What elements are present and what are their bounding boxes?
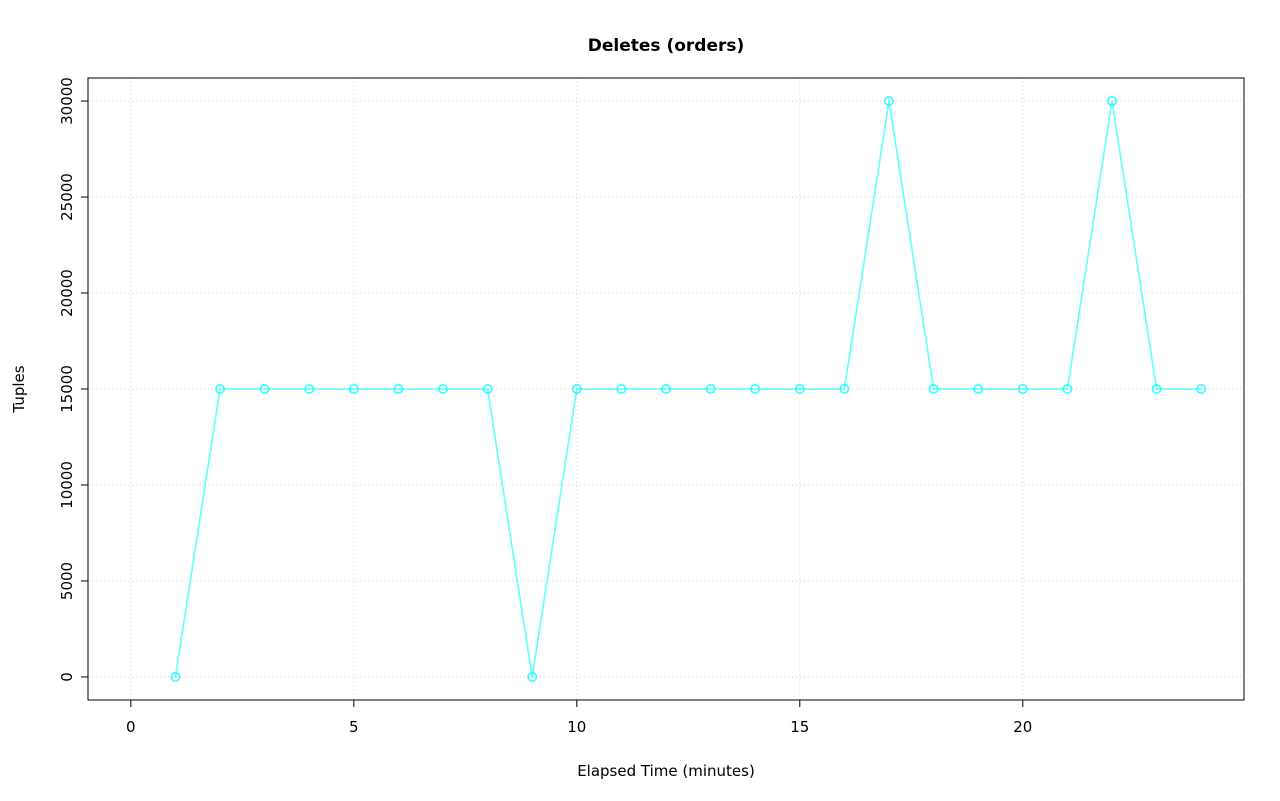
y-tick-label: 0 [58,672,76,682]
data-point [883,96,894,107]
y-tick-label: 10000 [58,461,76,509]
y-tick-label: 25000 [58,173,76,221]
data-point [1106,96,1117,107]
data-point [571,383,582,394]
data-point [304,383,315,394]
data-point [973,383,984,394]
data-point [482,383,493,394]
data-point [705,383,716,394]
x-tick-label: 0 [126,718,136,736]
data-point [348,383,359,394]
data-point [215,383,226,394]
data-point [170,671,181,682]
y-tick-label: 5000 [58,562,76,600]
y-tick-label: 15000 [58,365,76,413]
series-line [174,100,1202,678]
data-point [839,383,850,394]
y-axis-label: Tuples [10,365,28,413]
chart-title: Deletes (orders) [588,36,745,56]
data-point [660,383,671,394]
data-point [1062,383,1073,394]
x-tick-label: 15 [790,718,809,736]
data-point [794,383,805,394]
y-tick-label: 20000 [58,269,76,317]
data-point [1151,383,1162,394]
data-point [750,383,761,394]
data-point [928,383,939,394]
data-point [616,383,627,394]
axis-layer: 0 5 10 15 20 0 5000 10000 15000 20000 25000 30000 [58,77,1245,736]
data-point [259,383,270,394]
y-tick-label: 30000 [58,77,76,125]
data-point [1196,383,1207,394]
x-tick-label: 10 [567,718,586,736]
data-point [1017,383,1028,394]
data-point [393,383,404,394]
x-axis-label: Elapsed Time (minutes) [577,762,755,780]
x-tick-label: 20 [1013,718,1032,736]
data-point [438,383,449,394]
data-point [527,671,538,682]
x-tick-label: 5 [349,718,359,736]
series-layer [170,96,1207,682]
